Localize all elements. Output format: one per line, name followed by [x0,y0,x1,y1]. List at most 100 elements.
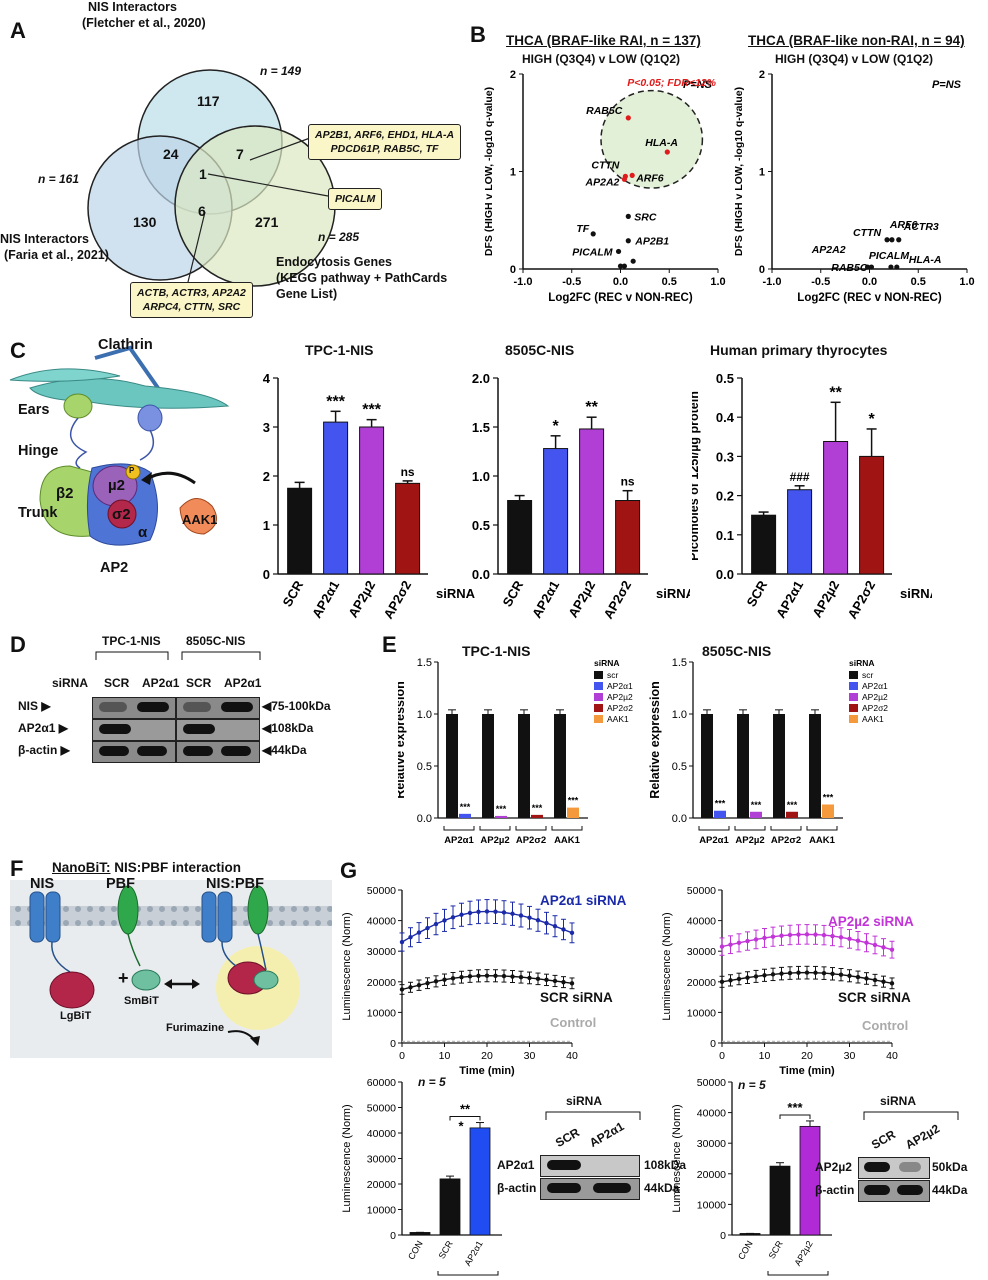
blot-g1-row1: AP2α1 [497,1158,535,1172]
mu2-label: µ2 [108,477,125,494]
y-tick-label: 4 [263,371,271,386]
venn-diagram [87,69,336,287]
y-tick-label: 10000 [697,1199,726,1211]
y-tick-label: 0.3 [716,449,734,464]
scatter-point [629,172,635,178]
series-point [544,977,549,983]
bar-target [750,811,762,818]
series-point [561,979,566,985]
bar-chart-g-ap2m2: 0 10000 20000 30000 40000 50000 Luminescence (… [671,1077,832,1280]
series-point [762,973,767,978]
y-tick-label: 0.1 [716,528,734,543]
series-point [728,978,733,983]
y-tick-label: 1.5 [417,657,432,669]
point-label: PICALM [869,250,910,262]
venn-set3-sub1: (KEGG pathway + PathCards [276,271,448,285]
g-n-2: n = 5 [738,1078,766,1092]
bar-tpc-title: TPC-1-NIS [305,342,374,358]
y-tick-label: 30000 [687,946,716,958]
legend-swatch [849,671,858,679]
series-point [855,974,861,980]
x-tick-label: SCR [767,1239,785,1261]
significance-label: ### [790,470,810,484]
venn-set2-n: n = 161 [38,172,80,186]
series-point [881,945,886,950]
series-point [762,935,767,941]
sirna-bracket [767,1271,829,1276]
y-tick-label: 0 [710,1038,716,1050]
expr-chart-8505c: 0.0 0.5 1.0 1.5 Relative expression *** AP2α1 *… [648,657,888,846]
y-tick-label: 0.0 [716,567,734,582]
scatter-point [868,264,875,270]
panel-label-c: C [10,338,26,363]
bar [739,1233,761,1236]
series-point [535,918,541,923]
y-axis-label: Relative expression [398,681,407,798]
scatter-point [896,237,902,243]
x-tick-label: SCR [499,577,526,609]
scatter-point [884,237,890,243]
hinge-label: Hinge [18,443,59,459]
x-tick-label: AP2α1 [444,835,474,846]
y-tick-label: 0.5 [716,371,734,386]
blot-d-row-actin: β-actin ▶ [18,743,70,757]
y-tick-label: 10000 [367,1205,396,1217]
x-tick-label: 0.0 [862,276,877,288]
x-tick-label: AP2µ2 [735,835,764,846]
point-label: HLA-A [645,137,678,149]
legend-swatch [849,682,858,690]
series-point [813,970,818,975]
legend-item: AP2α1 [862,681,888,691]
legend-item: AAK1 [862,714,884,724]
y-tick-label: 0 [510,264,516,276]
x-tick-label: SCR [279,577,306,609]
venn-set1-n: n = 149 [260,64,302,78]
series-point [493,909,498,914]
venn-count-r123: 1 [199,166,207,182]
bar [615,500,641,575]
series-point [416,982,422,988]
y-tick-label: 20000 [367,977,396,989]
scatter-right-subtitle: HIGH (Q3Q4) v LOW (Q1Q2) [775,52,934,66]
series-point [510,974,515,979]
point-label: AP2A2 [811,244,846,256]
significance-label: *** [326,393,345,410]
series-point [493,973,498,978]
x-axis-label: Log2FC (REC v NON-REC) [797,292,942,304]
y-tick-label: 1.0 [472,469,490,484]
panel-label-e: E [382,632,397,657]
series-point [864,940,869,945]
series-point [864,976,869,981]
series-point [736,976,742,982]
y-tick-label: 0.5 [417,761,432,773]
x-tick-label: 0 [719,1050,725,1062]
bar-target [822,804,834,818]
line-control-label-1: Control [550,1015,597,1030]
blot-d-brackets [95,651,261,660]
bar [859,455,885,575]
p-ns-label: P=NS [932,79,962,91]
x-tick-label: AP2σ2 [844,578,878,621]
series-point [442,977,447,982]
series-point [544,920,549,926]
blot-d-sirna: siRNA [52,676,89,690]
series-point [872,977,878,983]
legend-swatch [849,693,858,701]
y-tick-label: 0 [759,264,765,276]
blot-d-lane4: AP2α1 [224,676,262,690]
blot-d-lane1: SCR [104,676,130,690]
nanobit-complex-label: NIS:PBF [206,876,264,892]
x-tick-label: AP2α1 [773,578,806,621]
point-label: PICALM [572,246,613,258]
blot-d-size-actin: ◀44kDa [262,743,307,757]
y-axis-label: DFS (HIGH v LOW, -log10 q-value) [733,87,745,256]
y-tick-label: 30000 [367,1154,396,1166]
series-point [872,942,878,948]
point-label: CTTN [853,227,881,239]
x-tick-label: 40 [886,1050,898,1062]
scatter-point [625,115,631,121]
series-point [425,925,430,931]
series-point [569,930,575,936]
x-tick-label: CON [736,1239,755,1261]
y-axis-label: Luminescence (Norm) [661,912,673,1020]
